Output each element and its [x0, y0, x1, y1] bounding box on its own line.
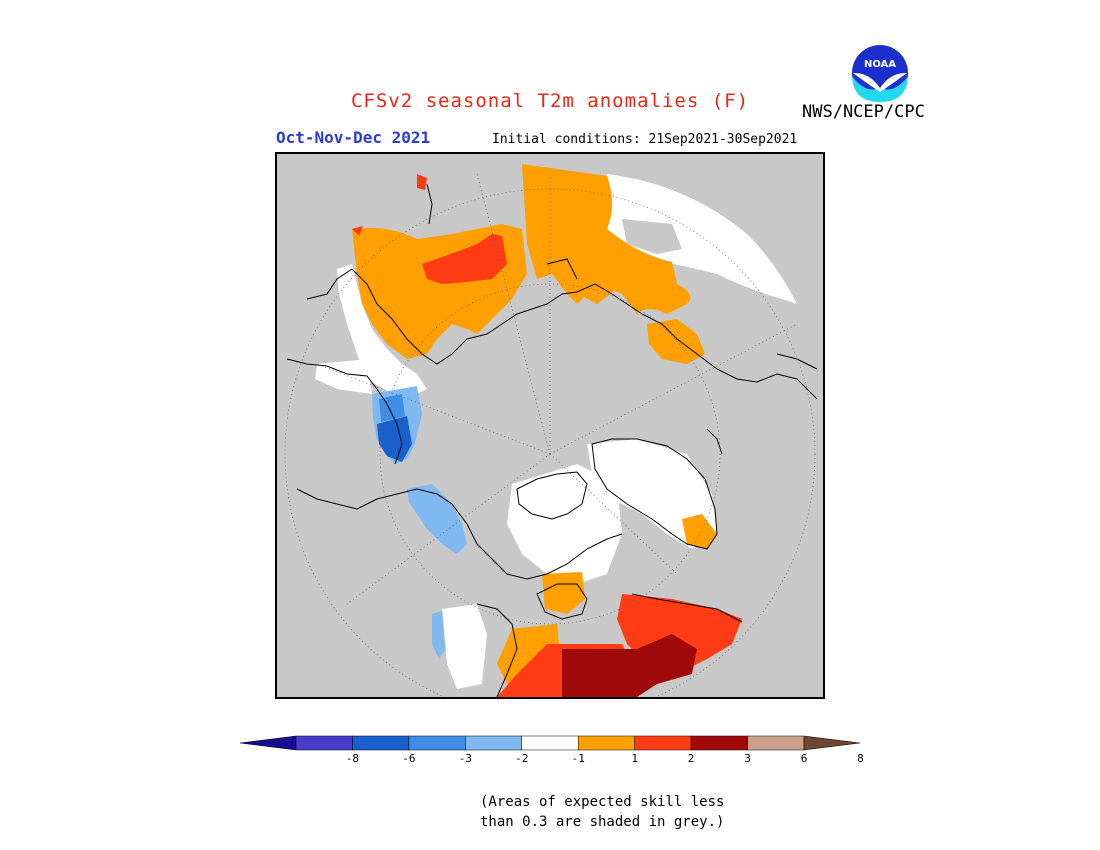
skill-note-line-2: than 0.3 are shaded in grey.) — [480, 814, 725, 830]
legend-ticks: -8 -6 -3 -2 -1 1 2 3 6 8 — [240, 752, 864, 768]
anomaly-region-red-patch-small — [417, 174, 427, 190]
legend-bin — [408, 735, 466, 751]
legend-bin — [465, 735, 523, 751]
legend-tick-label: 8 — [857, 752, 864, 765]
anomaly-region-orange-east-asia — [647, 319, 705, 364]
legend-bin — [577, 735, 635, 751]
legend-bin-arrow-low — [239, 735, 297, 751]
legend-tick-label: 2 — [687, 752, 695, 765]
season-label: Oct-Nov-Dec 2021 — [276, 128, 431, 147]
legend-bin — [747, 735, 805, 751]
skill-note: (Areas of expected skill less than 0.3 a… — [480, 792, 724, 832]
initial-conditions-label: Initial conditions: 21Sep2021-30Sep2021 — [492, 132, 798, 147]
legend-tick-label: -3 — [458, 752, 472, 765]
legend-tick-label: 1 — [631, 752, 638, 765]
anomaly-region-white-europe — [595, 174, 797, 304]
anomaly-region-orange-east-asia-b — [582, 272, 617, 304]
anomaly-region-blue-nwcanada — [407, 484, 467, 554]
anomaly-region-orange-russia-west — [522, 164, 691, 314]
polar-map — [275, 152, 825, 699]
agency-label: NWS/NCEP/CPC — [802, 102, 925, 122]
legend-tick-label: -1 — [571, 752, 585, 765]
grey-mask-patch-2 — [502, 164, 522, 184]
skill-note-line-1: (Areas of expected skill less — [480, 794, 725, 810]
anomaly-region-darkred-east — [562, 634, 697, 697]
noaa-logo-text: NOAA — [864, 59, 896, 70]
legend-bin — [295, 735, 353, 751]
legend-bin — [690, 735, 748, 751]
anomaly-region-white-arctic-islands — [507, 464, 622, 584]
legend-bin — [521, 735, 579, 751]
legend-tick-label: -6 — [402, 752, 416, 765]
legend-tick-label: 3 — [744, 752, 751, 765]
map-title: CFSv2 seasonal T2m anomalies (F) — [350, 90, 750, 112]
legend-colorbar — [239, 733, 861, 753]
anomaly-region-white-fareast — [337, 264, 427, 399]
noaa-logo-icon: NOAA — [849, 42, 911, 104]
anomaly-region-red-siberia — [422, 234, 507, 284]
grey-mask-patch-1 — [622, 219, 682, 254]
legend-bin-arrow-high — [803, 735, 861, 751]
anomaly-region-white-canada — [442, 604, 487, 689]
anomaly-fields — [315, 164, 797, 697]
legend-bin — [634, 735, 692, 751]
graticule — [284, 173, 816, 697]
legend-bin — [352, 735, 410, 751]
anomaly-region-white-alaska-north — [315, 359, 372, 394]
grey-mask-patch-3 — [502, 304, 617, 394]
anomaly-region-orange-hudson — [542, 572, 585, 614]
legend-tick-label: 6 — [800, 752, 808, 765]
legend-tick-label: -8 — [345, 752, 360, 765]
anomaly-region-red-patch-west — [352, 226, 363, 236]
coastlines — [286, 183, 818, 697]
anomaly-region-orange-greenland-south — [682, 514, 717, 549]
legend-tick-label: -2 — [515, 752, 529, 765]
anomaly-region-blue-alaska-dark — [377, 416, 412, 462]
